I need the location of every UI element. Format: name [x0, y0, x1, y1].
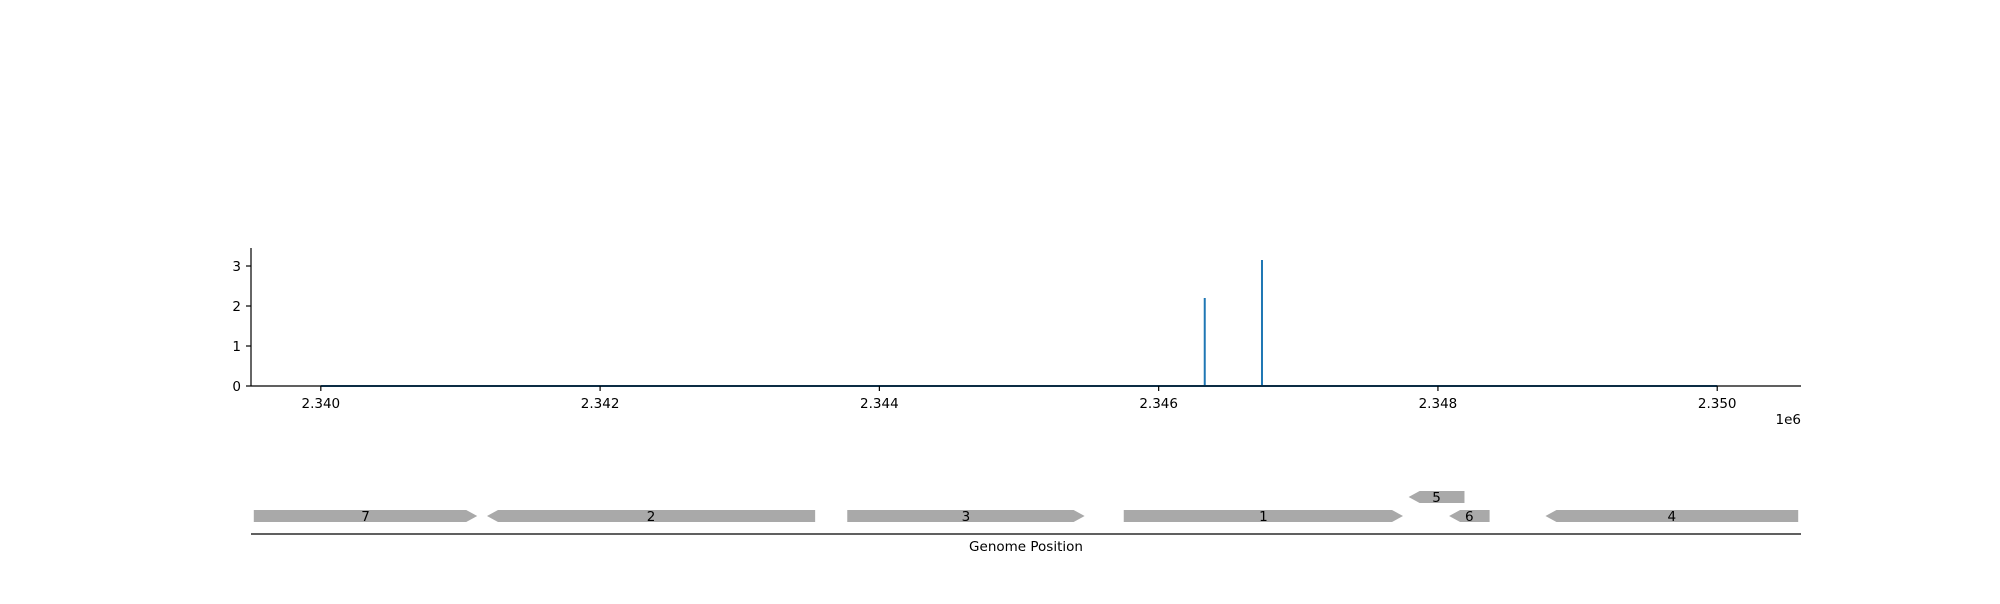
gene-track: 7 2 3 1 5 6 4 Genome Position	[251, 490, 1801, 555]
y-tick-label: 1	[232, 339, 241, 355]
gene-6: 6	[1449, 509, 1490, 525]
gene-arrow-7	[253, 510, 478, 522]
track-xlabel: Genome Position	[969, 539, 1083, 555]
gene-label-1: 1	[1259, 509, 1268, 525]
gene-label-5: 5	[1432, 490, 1441, 506]
gene-arrow-4	[1545, 510, 1799, 522]
gene-label-3: 3	[962, 509, 971, 525]
gene-7: 7	[253, 509, 478, 525]
gene-4: 4	[1545, 509, 1799, 525]
gene-arrow-3	[847, 510, 1085, 522]
gene-arrow-1	[1123, 510, 1404, 522]
x-tick-label: 2.340	[301, 396, 340, 412]
x-tick-label: 2.346	[1139, 396, 1178, 412]
gene-label-7: 7	[361, 509, 370, 525]
x-tick-label: 2.348	[1419, 396, 1458, 412]
gene-arrow-2	[486, 510, 816, 522]
gene-3: 3	[847, 509, 1085, 525]
x-tick-label: 2.344	[860, 396, 899, 412]
gene-5: 5	[1408, 490, 1465, 506]
coverage-lines	[320, 260, 1718, 387]
x-offset-label: 1e6	[1776, 412, 1801, 428]
y-tick-label: 2	[232, 299, 241, 315]
gene-2: 2	[486, 509, 816, 525]
x-ticks: 2.340 2.342 2.344 2.346 2.348 2.350	[301, 386, 1737, 412]
gene-1: 1	[1123, 509, 1404, 525]
coverage-plot: 0 1 2 3 2.340 2.342 2.344 2.346 2.348 2.350 1e6	[232, 248, 1801, 428]
y-tick-label: 0	[232, 379, 241, 395]
x-tick-label: 2.342	[581, 396, 620, 412]
x-tick-label: 2.350	[1698, 396, 1737, 412]
gene-label-6: 6	[1465, 509, 1474, 525]
y-ticks: 0 1 2 3	[232, 259, 251, 395]
gene-label-4: 4	[1668, 509, 1677, 525]
gene-arrow-6	[1449, 510, 1490, 522]
gene-arrows: 7 2 3 1 5 6 4	[253, 490, 1799, 525]
gene-arrow-5	[1408, 491, 1465, 503]
gene-label-2: 2	[647, 509, 656, 525]
y-tick-label: 3	[232, 259, 241, 275]
